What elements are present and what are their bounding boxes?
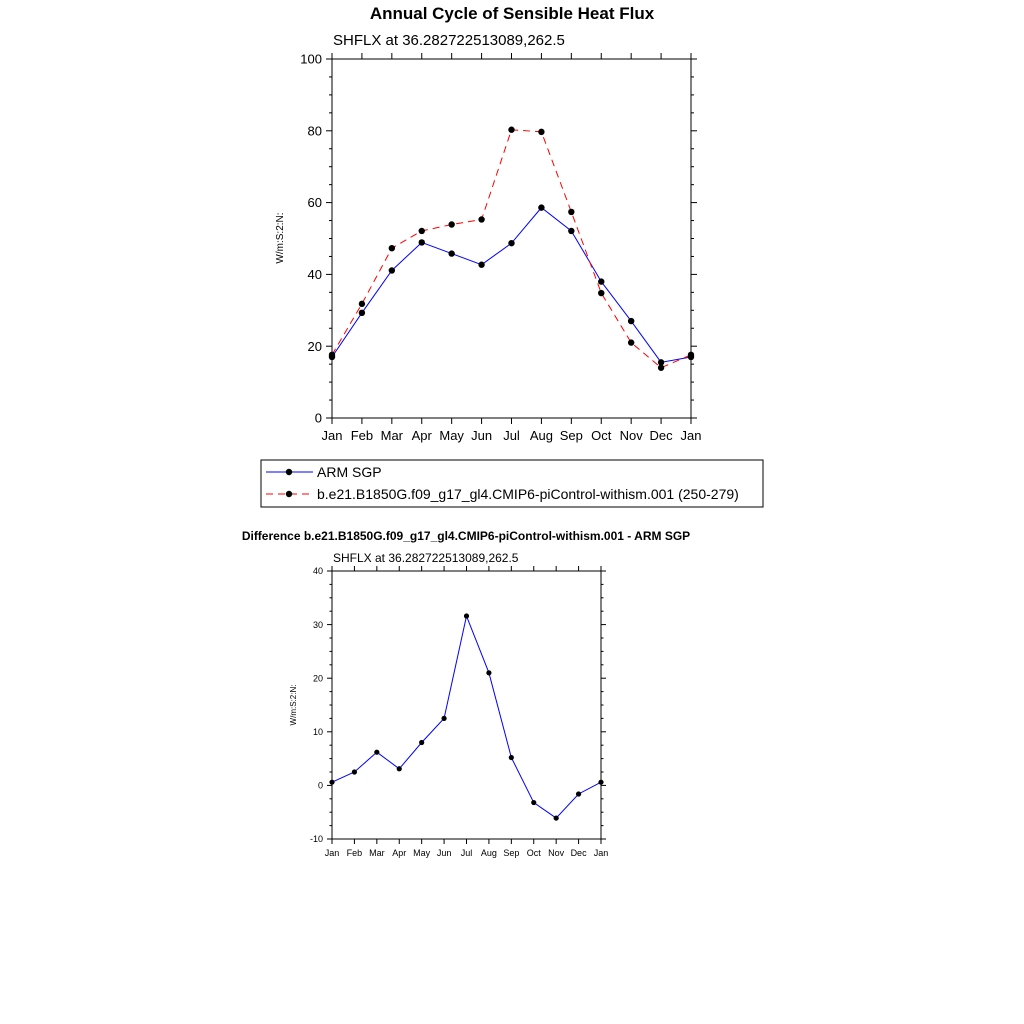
legend-marker-model bbox=[285, 490, 293, 498]
chart1-frame bbox=[331, 58, 692, 419]
chart1-point-0 bbox=[358, 309, 366, 317]
chart1-xtick-label: Mar bbox=[381, 428, 404, 443]
chart1-ytick-label: 100 bbox=[300, 52, 322, 67]
chart1-xtick-label: Jul bbox=[503, 428, 520, 443]
chart1-point-1 bbox=[538, 128, 545, 136]
chart1-point-0 bbox=[538, 204, 545, 211]
chart1-xtick-label: Dec bbox=[650, 428, 674, 443]
chart1-point-0 bbox=[657, 359, 665, 366]
legend-box bbox=[260, 459, 764, 508]
chart1-point-1 bbox=[358, 300, 366, 308]
chart1-point-1 bbox=[388, 244, 396, 252]
chart1-xtick-label: May bbox=[439, 428, 464, 443]
chart2-xtick-label: Mar bbox=[369, 848, 385, 858]
chart2-point-0 bbox=[329, 779, 335, 785]
chart2-plot: -10 0 10 20 30 40 Jan Feb Mar Apr May Jun Jul Aug Sep O… bbox=[310, 566, 608, 858]
chart1-point-1 bbox=[418, 227, 425, 235]
chart1-ytick-label: 60 bbox=[308, 195, 322, 210]
chart2-ylabel: W/m:S:2:N: bbox=[289, 685, 298, 726]
chart2-xtick-label: Jan bbox=[594, 848, 609, 858]
chart2-ytick-label: 0 bbox=[318, 781, 323, 791]
chart1-xtick-label: Apr bbox=[412, 428, 433, 443]
chart1-ylabel: W/m:S:2:N: bbox=[275, 212, 286, 263]
legend-marker-arm bbox=[285, 468, 293, 476]
chart1-point-1 bbox=[508, 126, 515, 133]
chart1-xtick-label: Aug bbox=[530, 428, 553, 443]
chart2-point-0 bbox=[508, 754, 514, 761]
chart1-xtick-label: Feb bbox=[351, 428, 373, 443]
chart1-point-1 bbox=[478, 216, 485, 223]
chart1-point-0 bbox=[568, 227, 575, 235]
chart1-subtitle: SHFLX at 36.282722513089,262.5 bbox=[333, 32, 565, 49]
chart2-ytick-label: 40 bbox=[313, 566, 323, 576]
chart1-point-0 bbox=[478, 261, 485, 268]
chart1-series-line-1 bbox=[331, 129, 692, 369]
chart1-legend: ARM SGP b.e21.B1850G.f09_g17_gl4.CMIP6-p… bbox=[260, 459, 764, 508]
legend-label-model: b.e21.B1850G.f09_g17_gl4.CMIP6-piControl… bbox=[317, 486, 739, 502]
chart1-xtick-label: Jun bbox=[471, 428, 492, 443]
chart2-xtick-label: Sep bbox=[503, 848, 519, 858]
chart2-xtick-label: Apr bbox=[392, 848, 406, 858]
chart2-ytick-label: 10 bbox=[313, 727, 323, 737]
chart2-xtick-label: Jan bbox=[325, 848, 340, 858]
chart2-subtitle: SHFLX at 36.282722513089,262.5 bbox=[333, 551, 519, 565]
chart2-point-0 bbox=[419, 739, 425, 746]
chart2-point-0 bbox=[598, 779, 604, 785]
chart2-point-0 bbox=[486, 670, 492, 676]
chart2-xtick-label: Jul bbox=[461, 848, 473, 858]
chart1-ytick-label: 80 bbox=[308, 123, 322, 138]
chart2-ytick-label: 20 bbox=[313, 673, 323, 683]
chart1-point-1 bbox=[448, 221, 455, 228]
chart2-frame bbox=[331, 570, 602, 840]
chart2-xtick-label: Aug bbox=[481, 848, 497, 858]
chart2-series-line-0 bbox=[331, 614, 602, 819]
chart1-point-0 bbox=[598, 278, 605, 285]
chart1-ytick-label: 0 bbox=[315, 411, 322, 426]
chart2-point-0 bbox=[531, 799, 537, 806]
chart2-point-0 bbox=[463, 613, 470, 619]
chart2-xtick-label: Jun bbox=[437, 848, 452, 858]
chart2-xtick-label: Oct bbox=[527, 848, 542, 858]
chart2-xtick-label: Feb bbox=[347, 848, 363, 858]
chart1-xtick-label: Jan bbox=[322, 428, 343, 443]
chart2-point-0 bbox=[396, 766, 402, 772]
chart2-ytick-label: 30 bbox=[313, 620, 323, 630]
chart1-point-1 bbox=[328, 351, 336, 359]
chart1-point-0 bbox=[418, 239, 425, 246]
legend-label-arm: ARM SGP bbox=[317, 464, 382, 480]
chart1-point-1 bbox=[657, 364, 665, 371]
chart1-point-1 bbox=[598, 289, 605, 297]
chart2-point-0 bbox=[441, 715, 447, 722]
chart1-xtick-label: Nov bbox=[620, 428, 644, 443]
chart1-point-1 bbox=[627, 339, 635, 346]
chart1-point-1 bbox=[687, 351, 695, 359]
chart1-plot: 0 20 40 60 80 100 Jan Feb Mar Apr May Jun Jul Aug Sep O… bbox=[300, 52, 701, 443]
chart1-xtick-label: Oct bbox=[591, 428, 612, 443]
chart1-point-0 bbox=[388, 267, 396, 274]
chart1-series-line-0 bbox=[331, 206, 692, 363]
chart1-xtick-label: Jan bbox=[681, 428, 702, 443]
chart1-point-0 bbox=[627, 317, 635, 325]
chart2-point-0 bbox=[575, 791, 582, 797]
chart1-ytick-label: 20 bbox=[308, 339, 322, 354]
chart2-title: Difference b.e21.B1850G.f09_g17_gl4.CMIP… bbox=[242, 529, 690, 543]
chart2-point-0 bbox=[351, 769, 358, 775]
chart2-xtick-label: Nov bbox=[548, 848, 565, 858]
chart2-ytick-label: -10 bbox=[310, 834, 323, 844]
chart1-ytick-label: 40 bbox=[308, 267, 322, 282]
chart1-point-1 bbox=[568, 208, 575, 216]
chart1-point-0 bbox=[448, 250, 455, 257]
chart2-point-0 bbox=[374, 749, 380, 755]
chart1-title: Annual Cycle of Sensible Heat Flux bbox=[370, 4, 655, 23]
chart2-xtick-label: May bbox=[413, 848, 431, 858]
chart1-xtick-label: Sep bbox=[560, 428, 583, 443]
chart1-point-0 bbox=[508, 239, 515, 247]
chart2-xtick-label: Dec bbox=[571, 848, 588, 858]
chart2-point-0 bbox=[553, 815, 559, 821]
